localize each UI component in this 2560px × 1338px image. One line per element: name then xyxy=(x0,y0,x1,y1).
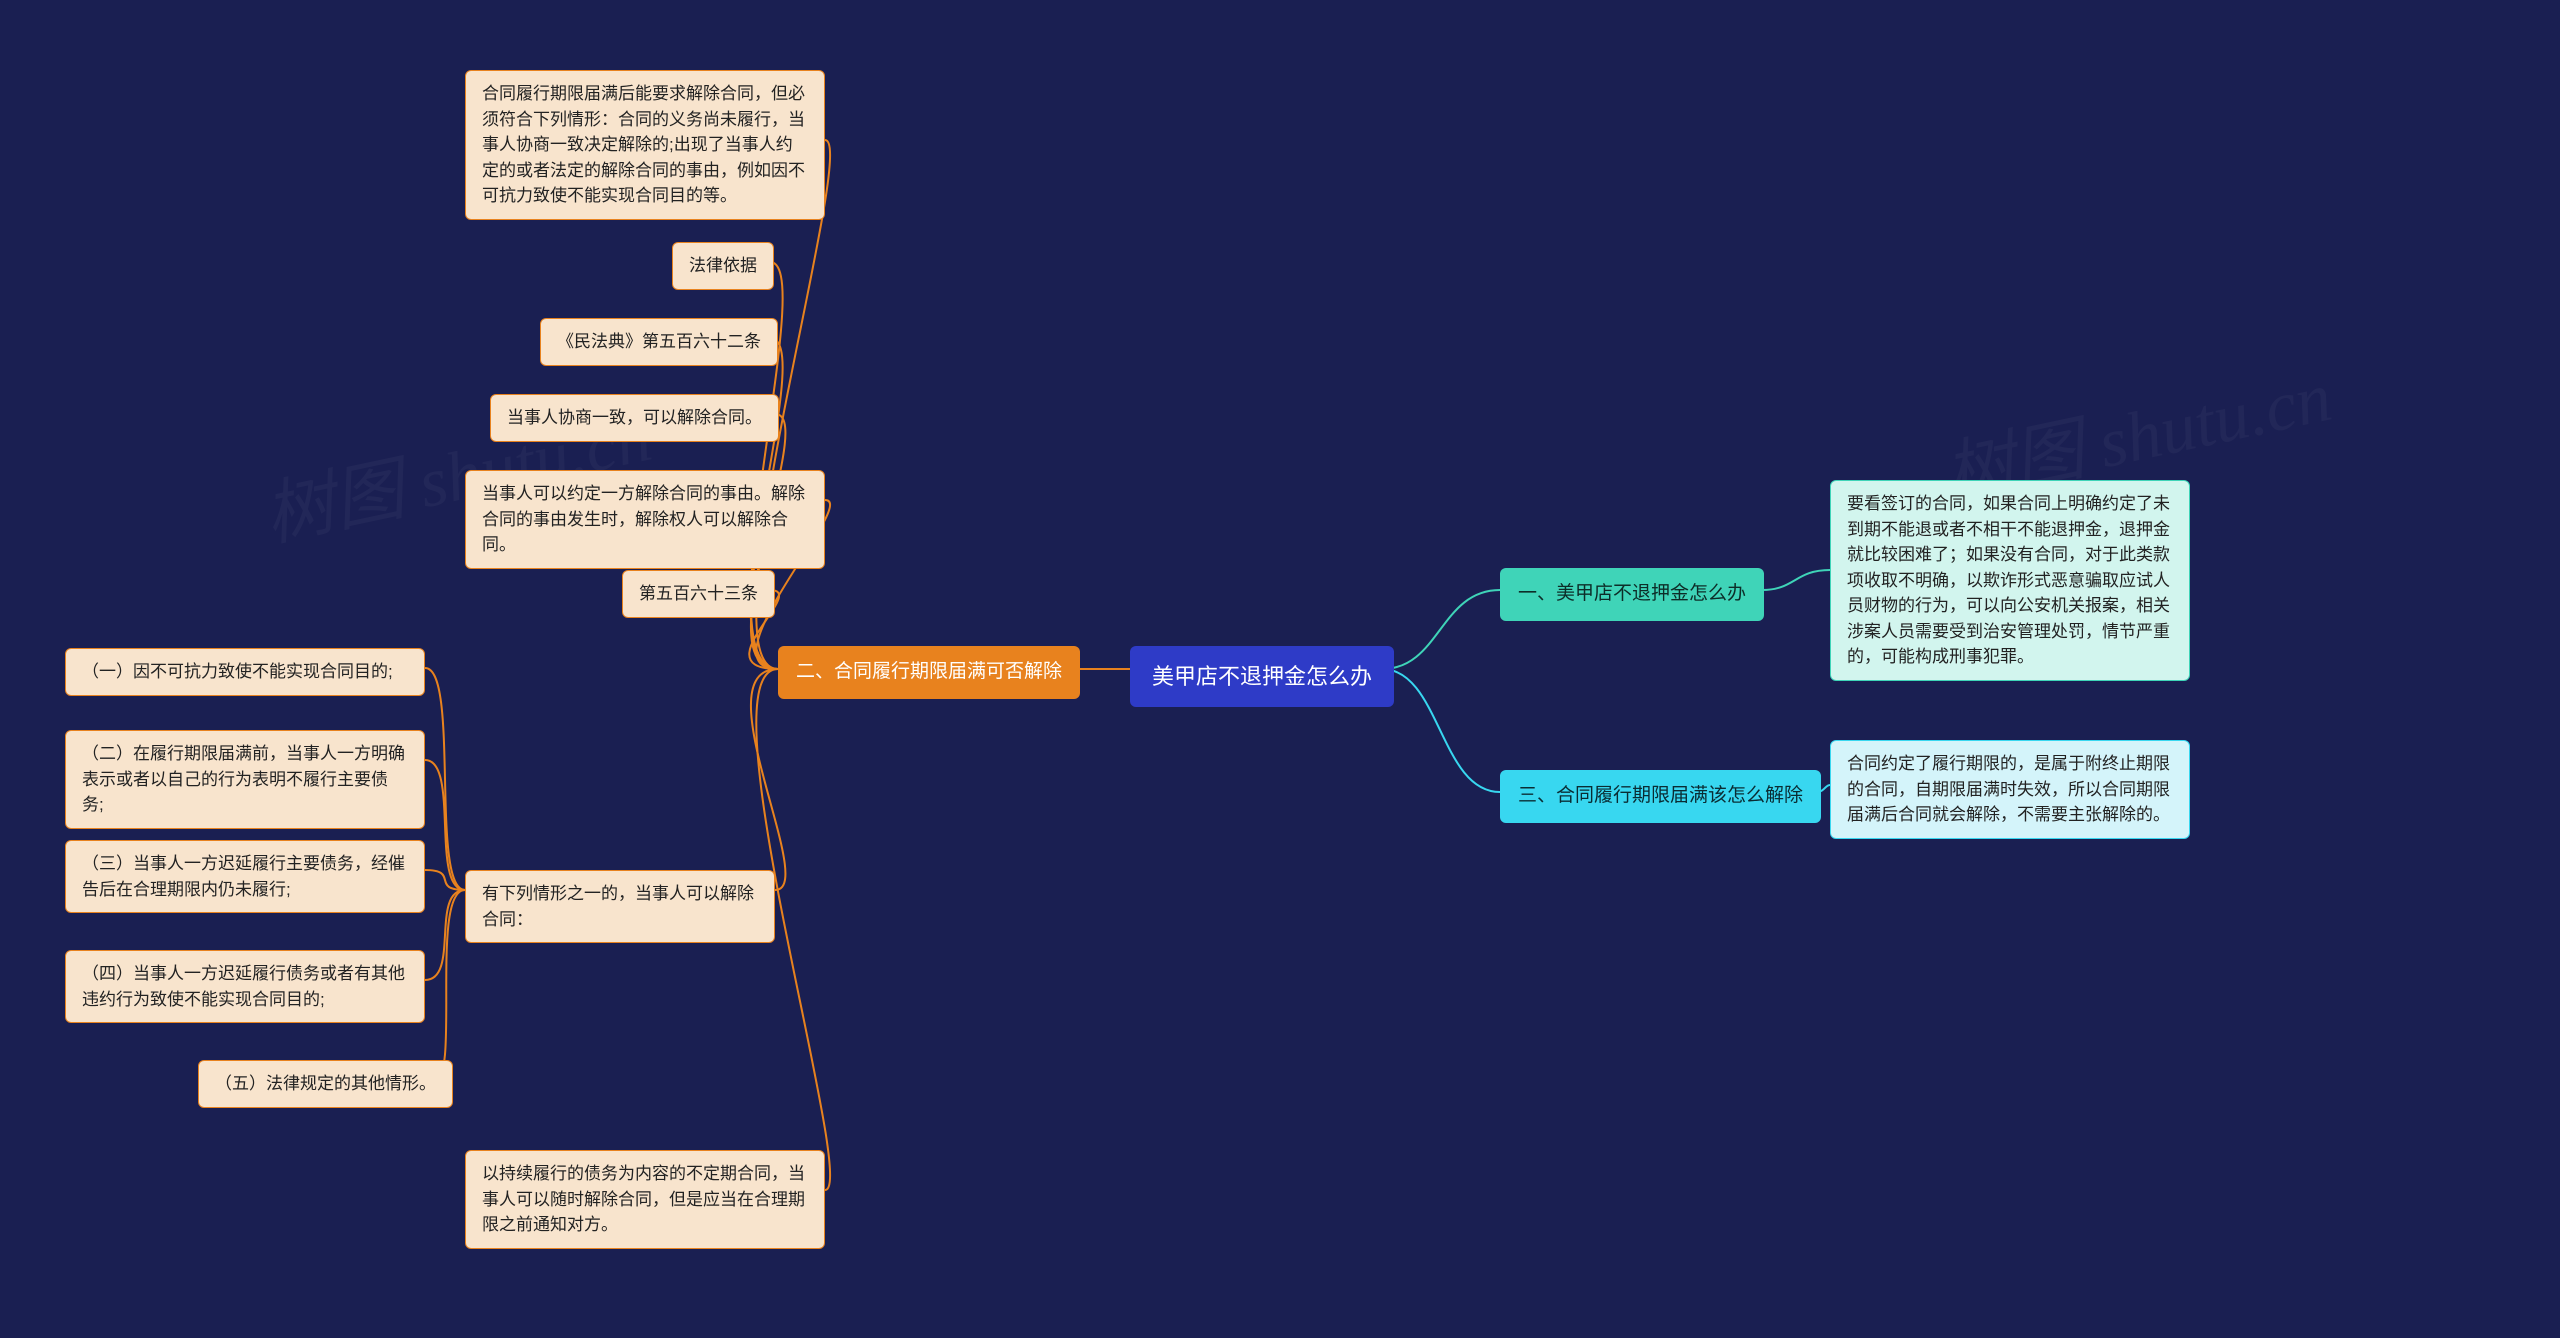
left-child-8[interactable]: 以持续履行的债务为内容的不定期合同，当事人可以随时解除合同，但是应当在合理期限之… xyxy=(465,1150,825,1249)
left-child-7[interactable]: 有下列情形之一的，当事人可以解除合同： xyxy=(465,870,775,943)
leaf-right-2[interactable]: 合同约定了履行期限的，是属于附终止期限的合同，自期限届满时失效，所以合同期限届满… xyxy=(1830,740,2190,839)
branch-right-1[interactable]: 一、美甲店不退押金怎么办 xyxy=(1500,568,1764,621)
left-child-7-a[interactable]: （一）因不可抗力致使不能实现合同目的; xyxy=(65,648,425,696)
left-child-7-c[interactable]: （三）当事人一方迟延履行主要债务，经催告后在合理期限内仍未履行; xyxy=(65,840,425,913)
left-child-3[interactable]: 《民法典》第五百六十二条 xyxy=(540,318,778,366)
left-child-6[interactable]: 第五百六十三条 xyxy=(622,570,775,618)
left-child-5[interactable]: 当事人可以约定一方解除合同的事由。解除合同的事由发生时，解除权人可以解除合同。 xyxy=(465,470,825,569)
left-child-7-d[interactable]: （四）当事人一方迟延履行债务或者有其他违约行为致使不能实现合同目的; xyxy=(65,950,425,1023)
branch-right-2[interactable]: 三、合同履行期限届满该怎么解除 xyxy=(1500,770,1821,823)
left-child-7-b[interactable]: （二）在履行期限届满前，当事人一方明确表示或者以自己的行为表明不履行主要债务; xyxy=(65,730,425,829)
left-child-2[interactable]: 法律依据 xyxy=(672,242,774,290)
left-child-7-e[interactable]: （五）法律规定的其他情形。 xyxy=(198,1060,453,1108)
root-node[interactable]: 美甲店不退押金怎么办 xyxy=(1130,646,1394,707)
branch-left[interactable]: 二、合同履行期限届满可否解除 xyxy=(778,646,1080,699)
left-child-1[interactable]: 合同履行期限届满后能要求解除合同，但必须符合下列情形：合同的义务尚未履行，当事人… xyxy=(465,70,825,220)
leaf-right-1[interactable]: 要看签订的合同，如果合同上明确约定了未到期不能退或者不相干不能退押金，退押金就比… xyxy=(1830,480,2190,681)
left-child-4[interactable]: 当事人协商一致，可以解除合同。 xyxy=(490,394,779,442)
